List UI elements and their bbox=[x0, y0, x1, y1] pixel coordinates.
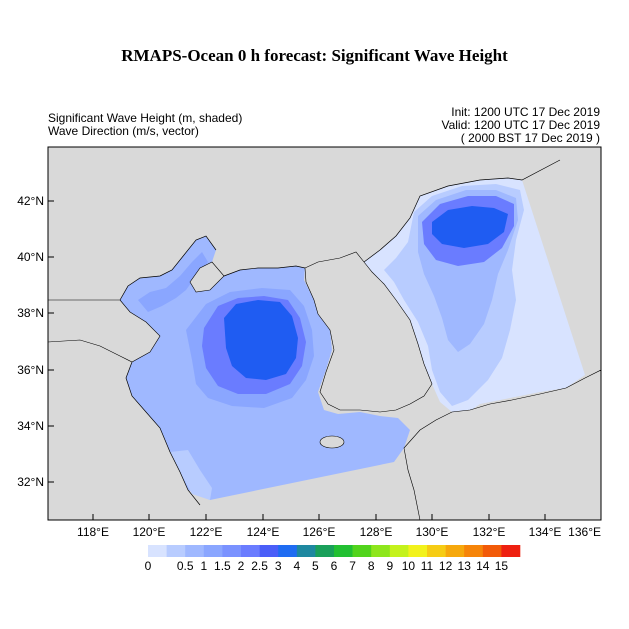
lon-tick-122: 122°E bbox=[190, 525, 223, 539]
lon-tick-120: 120°E bbox=[133, 525, 166, 539]
coastal-shallow-band bbox=[170, 450, 212, 500]
colorbar-label: 0 bbox=[145, 559, 152, 573]
forecast-times: Init: 1200 UTC 17 Dec 2019 Valid: 1200 U… bbox=[441, 106, 600, 145]
map-frame bbox=[47, 146, 602, 521]
colorbar-label: 11 bbox=[421, 559, 434, 573]
colorbar-label: 13 bbox=[458, 559, 472, 573]
colorbar-label: 3 bbox=[275, 559, 282, 573]
colorbar-swatch bbox=[482, 545, 502, 557]
colorbar-label: 5 bbox=[312, 559, 319, 573]
colorbar-swatch bbox=[445, 545, 465, 557]
latitude-axis: 42°N 40°N 38°N 36°N 34°N 32°N bbox=[17, 194, 54, 489]
colorbar-swatch bbox=[185, 545, 205, 557]
colorbar-swatch bbox=[501, 545, 521, 557]
colorbar-label: 4 bbox=[293, 559, 300, 573]
colorbar-swatch bbox=[408, 545, 428, 557]
lat-tick-36: 36°N bbox=[17, 363, 44, 377]
colorbar-swatch bbox=[166, 545, 186, 557]
lon-tick-130: 130°E bbox=[416, 525, 449, 539]
colorbar-swatch bbox=[296, 545, 316, 557]
colorbar-label: 15 bbox=[495, 559, 509, 573]
lon-tick-132: 132°E bbox=[473, 525, 506, 539]
description-line-vector: Wave Direction (m/s, vector) bbox=[48, 124, 199, 138]
colorbar-swatch bbox=[371, 545, 391, 557]
lon-tick-126: 126°E bbox=[303, 525, 336, 539]
colorbar-label: 1 bbox=[200, 559, 207, 573]
lat-tick-42: 42°N bbox=[17, 194, 44, 208]
local-time: ( 2000 BST 17 Dec 2019 ) bbox=[460, 131, 600, 145]
lon-tick-124: 124°E bbox=[247, 525, 280, 539]
map-description: Significant Wave Height (m, shaded) Wave… bbox=[48, 112, 242, 138]
colorbar-swatch bbox=[334, 545, 353, 557]
colorbar-label: 9 bbox=[386, 559, 393, 573]
lat-tick-38: 38°N bbox=[17, 306, 44, 320]
colorbar-label: 12 bbox=[439, 559, 453, 573]
colorbar-label: 8 bbox=[368, 559, 375, 573]
colorbar-label: 7 bbox=[349, 559, 356, 573]
init-time: Init: 1200 UTC 17 Dec 2019 bbox=[451, 105, 600, 119]
colorbar-swatch bbox=[222, 545, 242, 557]
map-frame-content bbox=[48, 147, 601, 520]
shandong-peninsula bbox=[48, 299, 161, 363]
map-title: RMAPS-Ocean 0 h forecast: Significant Wa… bbox=[121, 46, 508, 65]
bohai-wave-field bbox=[138, 252, 208, 312]
east-sea-peak bbox=[432, 206, 508, 248]
lon-tick-134: 134°E bbox=[529, 525, 562, 539]
colorbar-label: 14 bbox=[476, 559, 490, 573]
colorbar: 0 0.5 1 1.5 2 2.5 3 4 5 6 7 8 9 10 11 12 13 14 15 bbox=[145, 545, 521, 573]
lat-tick-40: 40°N bbox=[17, 250, 44, 264]
korean-peninsula bbox=[304, 251, 433, 413]
colorbar-label: 10 bbox=[402, 559, 416, 573]
jeju-island bbox=[319, 435, 345, 449]
liaodong-peninsula bbox=[189, 261, 225, 293]
colorbar-label: 1.5 bbox=[214, 559, 231, 573]
colorbar-swatch bbox=[427, 545, 446, 557]
colorbar-swatch bbox=[148, 545, 167, 557]
valid-time: Valid: 1200 UTC 17 Dec 2019 bbox=[441, 118, 600, 132]
colorbar-swatch bbox=[241, 545, 260, 557]
colorbar-swatch bbox=[315, 545, 335, 557]
japan-kyushu-honshu bbox=[403, 369, 601, 520]
colorbar-swatch bbox=[389, 545, 409, 557]
colorbar-label: 0.5 bbox=[177, 559, 194, 573]
lat-tick-34: 34°N bbox=[17, 419, 44, 433]
lon-tick-136: 136°E bbox=[568, 525, 601, 539]
colorbar-label: 2.5 bbox=[251, 559, 268, 573]
lon-tick-118: 118°E bbox=[77, 525, 109, 539]
colorbar-label: 2 bbox=[238, 559, 245, 573]
colorbar-label: 6 bbox=[331, 559, 338, 573]
lat-tick-32: 32°N bbox=[17, 475, 44, 489]
lon-tick-128: 128°E bbox=[360, 525, 393, 539]
colorbar-swatch bbox=[203, 545, 223, 557]
colorbar-swatch bbox=[352, 545, 372, 557]
colorbar-swatch bbox=[464, 545, 484, 557]
russia-coastline bbox=[363, 159, 561, 263]
longitude-axis: 118°E 120°E 122°E 124°E 126°E 128°E 130°… bbox=[77, 514, 601, 539]
china-coastline bbox=[119, 235, 306, 506]
description-line-shaded: Significant Wave Height (m, shaded) bbox=[48, 111, 243, 125]
colorbar-swatch bbox=[278, 545, 298, 557]
colorbar-swatch bbox=[259, 545, 279, 557]
yellow-sea-peak bbox=[224, 300, 298, 380]
